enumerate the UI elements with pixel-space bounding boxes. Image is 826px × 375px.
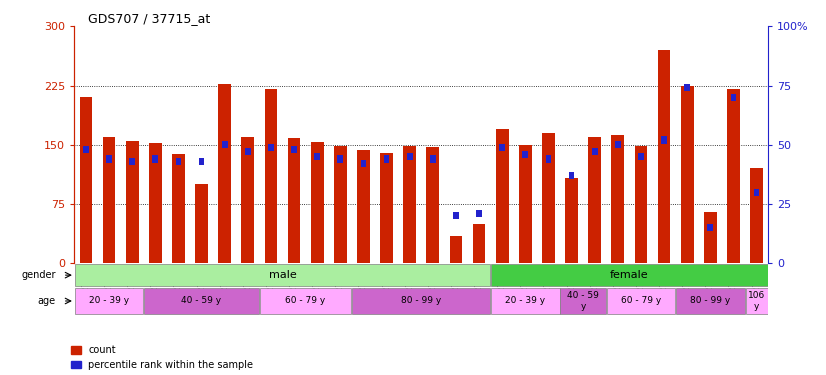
Bar bbox=[565, 178, 578, 263]
Bar bbox=[311, 142, 324, 263]
Bar bbox=[491, 288, 559, 314]
Bar bbox=[754, 189, 759, 196]
Bar bbox=[268, 144, 273, 151]
Bar bbox=[449, 236, 463, 263]
Bar bbox=[634, 146, 648, 263]
Text: 80 - 99 y: 80 - 99 y bbox=[401, 297, 441, 306]
Bar bbox=[218, 84, 231, 263]
Bar bbox=[746, 288, 767, 314]
Bar bbox=[126, 141, 139, 263]
Bar bbox=[615, 141, 620, 148]
Bar bbox=[676, 288, 744, 314]
Bar bbox=[315, 153, 320, 160]
Bar bbox=[407, 153, 412, 160]
Text: female: female bbox=[610, 270, 648, 280]
Bar bbox=[731, 94, 736, 101]
Text: 106
y: 106 y bbox=[748, 291, 765, 311]
Bar bbox=[241, 137, 254, 263]
Bar bbox=[681, 86, 694, 263]
Bar bbox=[657, 50, 671, 263]
Text: 20 - 39 y: 20 - 39 y bbox=[89, 297, 129, 306]
Bar bbox=[662, 136, 667, 144]
Text: 40 - 59 y: 40 - 59 y bbox=[182, 297, 221, 306]
Bar bbox=[430, 155, 435, 162]
Text: age: age bbox=[38, 296, 56, 306]
Bar bbox=[491, 264, 767, 286]
Text: gender: gender bbox=[21, 270, 56, 280]
Bar bbox=[361, 160, 366, 167]
Bar bbox=[380, 153, 393, 263]
Bar bbox=[546, 155, 551, 162]
Bar bbox=[75, 288, 143, 314]
Bar bbox=[592, 148, 597, 155]
Bar bbox=[149, 143, 162, 263]
Bar bbox=[569, 172, 574, 179]
Bar bbox=[496, 129, 509, 263]
Bar bbox=[75, 264, 490, 286]
Bar bbox=[638, 153, 643, 160]
Bar bbox=[287, 138, 301, 263]
Bar bbox=[153, 155, 158, 162]
Bar bbox=[453, 212, 458, 219]
Legend: count, percentile rank within the sample: count, percentile rank within the sample bbox=[71, 345, 254, 370]
Bar bbox=[334, 146, 347, 263]
Text: 80 - 99 y: 80 - 99 y bbox=[691, 297, 730, 306]
Bar bbox=[176, 158, 181, 165]
Bar bbox=[195, 184, 208, 263]
Bar bbox=[426, 147, 439, 263]
Text: 20 - 39 y: 20 - 39 y bbox=[506, 297, 545, 306]
Bar bbox=[477, 210, 482, 217]
Bar bbox=[83, 146, 88, 153]
Bar bbox=[292, 146, 297, 153]
Text: 40 - 59
y: 40 - 59 y bbox=[567, 291, 599, 311]
Text: male: male bbox=[268, 270, 297, 280]
Bar bbox=[79, 98, 93, 263]
Bar bbox=[611, 135, 624, 263]
Bar bbox=[107, 155, 112, 162]
Text: 60 - 79 y: 60 - 79 y bbox=[286, 297, 325, 306]
Bar bbox=[519, 145, 532, 263]
Bar bbox=[145, 288, 259, 314]
Bar bbox=[199, 158, 204, 165]
Bar bbox=[708, 224, 713, 231]
Text: GDS707 / 37715_at: GDS707 / 37715_at bbox=[88, 12, 211, 25]
Bar bbox=[403, 146, 416, 263]
Bar bbox=[264, 90, 278, 263]
Bar bbox=[500, 144, 505, 151]
Bar bbox=[750, 168, 763, 263]
Bar bbox=[172, 154, 185, 263]
Bar bbox=[607, 288, 675, 314]
Text: 60 - 79 y: 60 - 79 y bbox=[621, 297, 661, 306]
Bar bbox=[588, 137, 601, 263]
Bar bbox=[245, 148, 250, 155]
Bar bbox=[685, 84, 690, 92]
Bar bbox=[260, 288, 351, 314]
Bar bbox=[102, 137, 116, 263]
Bar bbox=[222, 141, 227, 148]
Bar bbox=[542, 133, 555, 263]
Bar bbox=[727, 90, 740, 263]
Bar bbox=[561, 288, 605, 314]
Bar bbox=[338, 155, 343, 162]
Bar bbox=[384, 155, 389, 162]
Bar bbox=[357, 150, 370, 263]
Bar bbox=[704, 212, 717, 263]
Bar bbox=[130, 158, 135, 165]
Bar bbox=[523, 151, 528, 158]
Bar bbox=[472, 224, 486, 263]
Bar bbox=[353, 288, 490, 314]
